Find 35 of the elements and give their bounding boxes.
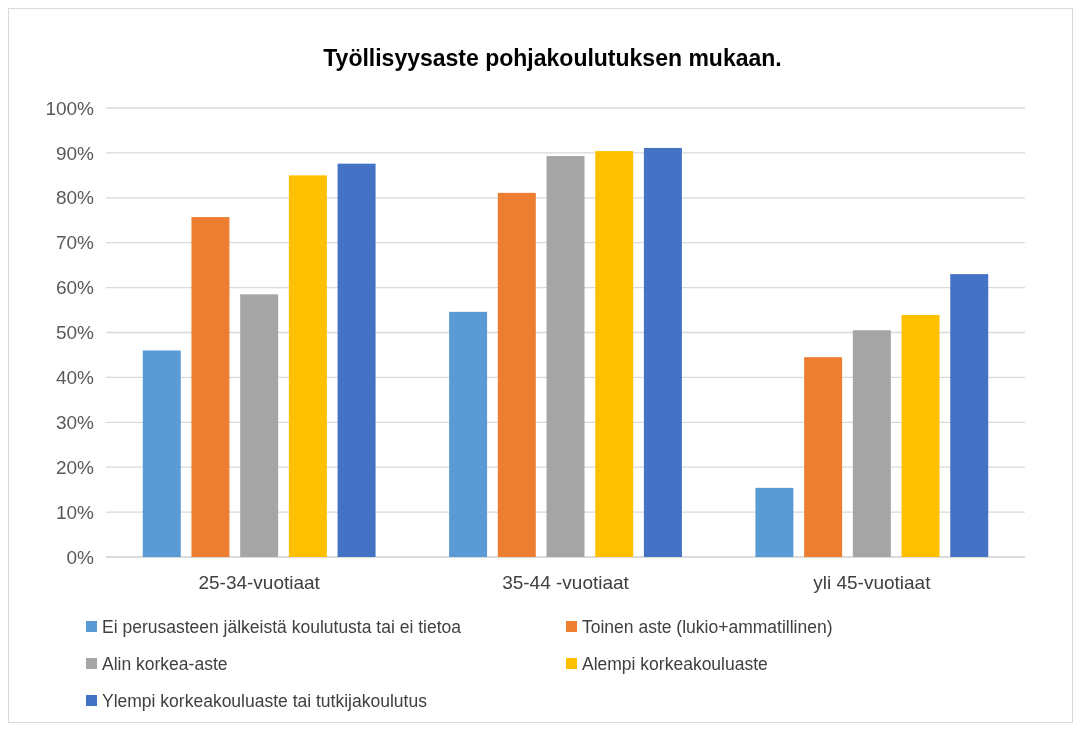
y-tick-label: 70% — [55, 232, 95, 254]
y-tick-label: 80% — [55, 187, 95, 209]
legend-label: Alin korkea-aste — [102, 654, 228, 675]
bar — [595, 151, 634, 557]
bar — [643, 147, 682, 557]
y-tick-label: 90% — [55, 142, 95, 164]
y-tick-label: 40% — [55, 367, 95, 389]
bar — [337, 163, 376, 557]
y-tick-label: 50% — [55, 322, 95, 344]
bar — [497, 192, 536, 557]
bar — [191, 217, 230, 557]
bar — [852, 330, 891, 557]
bar — [755, 487, 794, 557]
bar — [804, 357, 843, 557]
legend-label: Toinen aste (lukio+ammatillinen) — [582, 617, 833, 638]
bar — [449, 311, 488, 557]
bar — [901, 314, 940, 557]
x-tick-label: yli 45-vuotiaat — [813, 572, 932, 593]
bar — [240, 294, 279, 557]
legend-label: Ei perusasteen jälkeistä koulutusta tai ei tietoa — [102, 617, 462, 638]
y-tick-label: 30% — [55, 411, 95, 433]
y-tick-label: 60% — [55, 277, 95, 299]
y-tick-label: 20% — [55, 456, 95, 478]
y-tick-label: 10% — [55, 501, 95, 523]
bar — [288, 175, 327, 557]
legend-label: Alempi korkeakouluaste — [582, 654, 768, 675]
bar — [546, 156, 585, 557]
legend-label: Ylempi korkeakouluaste tai tutkijakoulutus — [102, 691, 428, 712]
y-tick-label: 100% — [45, 97, 95, 119]
x-tick-label: 25-34-vuotiaat — [198, 572, 321, 593]
chart-title: Työllisyysaste pohjakoulutuksen mukaan. — [323, 45, 782, 71]
bar — [142, 350, 181, 557]
bar — [950, 274, 989, 557]
x-tick-label: 35-44 -vuotiaat — [502, 572, 630, 593]
y-tick-label: 0% — [66, 546, 95, 568]
